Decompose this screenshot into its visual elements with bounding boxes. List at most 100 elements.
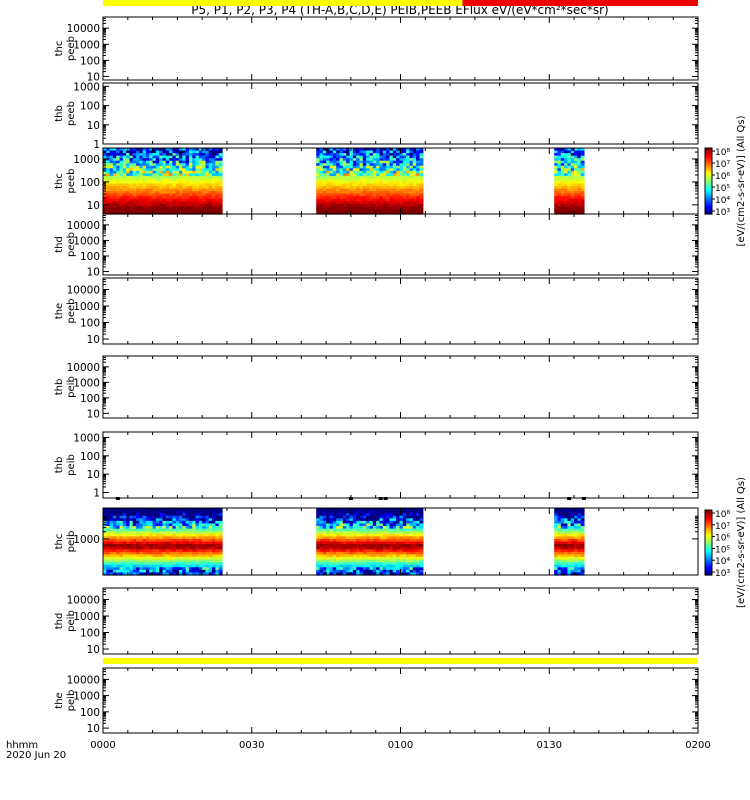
spectrogram-cell — [329, 193, 334, 197]
spectrogram-cell — [567, 186, 572, 190]
spectrogram-cell — [182, 183, 187, 187]
spectrogram-cell — [392, 165, 397, 169]
spectrogram-cell — [172, 208, 177, 213]
spectrogram-cell — [554, 170, 559, 174]
spectrogram-cell — [208, 551, 213, 555]
spectrogram-cell — [129, 569, 134, 574]
spectrogram-cell — [152, 513, 157, 517]
spectrogram-cell — [369, 155, 374, 159]
spectrogram-cell — [159, 148, 164, 152]
spectrogram-cell — [366, 155, 371, 159]
spectrogram-cell — [218, 153, 223, 157]
spectrogram-cell — [326, 562, 331, 566]
spectrogram-cell — [359, 188, 364, 192]
spectrogram-cell — [218, 528, 223, 532]
spectrogram-cell — [342, 206, 347, 210]
spectrogram-cell — [218, 520, 223, 525]
spectrogram-cell — [169, 148, 174, 152]
spectrogram-cell — [557, 518, 562, 522]
spectrogram-cell — [376, 538, 381, 543]
spectrogram-cell — [570, 183, 575, 187]
spectrogram-cell — [165, 551, 170, 555]
spectrogram-cell — [346, 528, 351, 532]
spectrogram-cell — [212, 544, 216, 548]
spectrogram-cell — [560, 572, 565, 576]
spectrogram-cell — [392, 572, 397, 576]
spectrogram-cell — [116, 163, 121, 167]
spectrogram-cell — [379, 170, 384, 174]
spectrogram-cell — [145, 528, 150, 532]
spectrogram-cell — [122, 155, 127, 159]
spectrogram-cell — [179, 208, 183, 213]
spectrogram-cell — [179, 193, 183, 197]
spectrogram-cell — [329, 515, 334, 519]
spectrogram-cell — [577, 510, 582, 514]
spectrogram-cell — [198, 191, 203, 195]
spectrogram-cell — [109, 175, 114, 180]
spectrogram-cell — [192, 531, 197, 535]
spectrogram-cell — [336, 518, 341, 522]
spectrogram-cell — [567, 160, 572, 164]
spectrogram-cell — [152, 562, 157, 566]
spectrogram-cell — [557, 564, 562, 568]
spectrogram-cell — [122, 544, 127, 548]
spectrogram-cell — [136, 208, 140, 213]
spectrogram-cell — [119, 168, 124, 172]
spectrogram-cell — [119, 188, 124, 192]
spectrogram-cell — [205, 188, 210, 192]
spectrogram-cell — [319, 198, 324, 202]
spectrogram-cell — [332, 160, 337, 164]
spectrogram-cell — [132, 572, 137, 576]
spectrogram-cell — [192, 163, 197, 167]
spectrogram-cell — [570, 191, 575, 195]
spectrogram-cell — [175, 564, 180, 568]
spectrogram-cell — [574, 188, 578, 192]
spectrogram-cell — [339, 163, 344, 167]
spectrogram-cell — [139, 518, 144, 522]
spectrogram-cell — [205, 193, 210, 197]
spectrogram-cell — [122, 170, 127, 174]
spectrogram-cell — [129, 544, 134, 548]
spectrogram-cell — [396, 158, 401, 162]
spectrogram-cell — [152, 150, 157, 154]
spectrogram-cell — [322, 191, 327, 195]
spectrogram-cell — [359, 533, 364, 537]
spectrogram-cell — [316, 518, 321, 522]
spectrogram-cell — [379, 520, 384, 525]
spectrogram-cell — [359, 510, 364, 514]
spectrogram-cell — [175, 515, 180, 519]
spectrogram-cell — [369, 536, 374, 540]
spectrogram-cell — [577, 546, 582, 550]
spectrogram-cell — [149, 155, 154, 159]
spectrogram-cell — [215, 515, 220, 519]
spectrogram-cell — [202, 158, 207, 162]
spectrogram-cell — [322, 569, 327, 574]
spectrogram-cell — [372, 549, 377, 553]
spectrogram-cell — [560, 546, 565, 550]
spectrogram-cell — [132, 559, 137, 563]
spectrogram-cell — [356, 515, 361, 519]
spectrogram-cell — [329, 160, 334, 164]
spectrogram-cell — [416, 533, 421, 537]
spectrogram-cell — [149, 148, 154, 152]
spectrogram-cell — [109, 549, 114, 553]
spectrogram-cell — [212, 170, 216, 174]
spectrogram-cell — [169, 178, 174, 182]
spectrogram-cell — [212, 549, 216, 553]
spectrogram-cell — [185, 203, 190, 207]
y-tick-label: 10 — [87, 120, 100, 132]
spectrogram-cell — [205, 168, 210, 172]
spectrogram-cell — [560, 211, 565, 215]
spectrogram-cell — [326, 181, 331, 185]
spectrogram-cell — [212, 191, 216, 195]
spectrogram-cell — [560, 523, 565, 527]
spectrogram-cell — [412, 549, 417, 553]
spectrogram-cell — [352, 148, 357, 152]
spectrogram-cell — [195, 569, 200, 574]
spectrogram-cell — [162, 546, 167, 550]
spectrogram-cell — [567, 191, 572, 195]
spectrogram-cell — [560, 198, 565, 202]
spectrogram-cell — [574, 538, 578, 543]
spectrogram-cell — [185, 183, 190, 187]
spectrogram-cell — [159, 564, 164, 568]
